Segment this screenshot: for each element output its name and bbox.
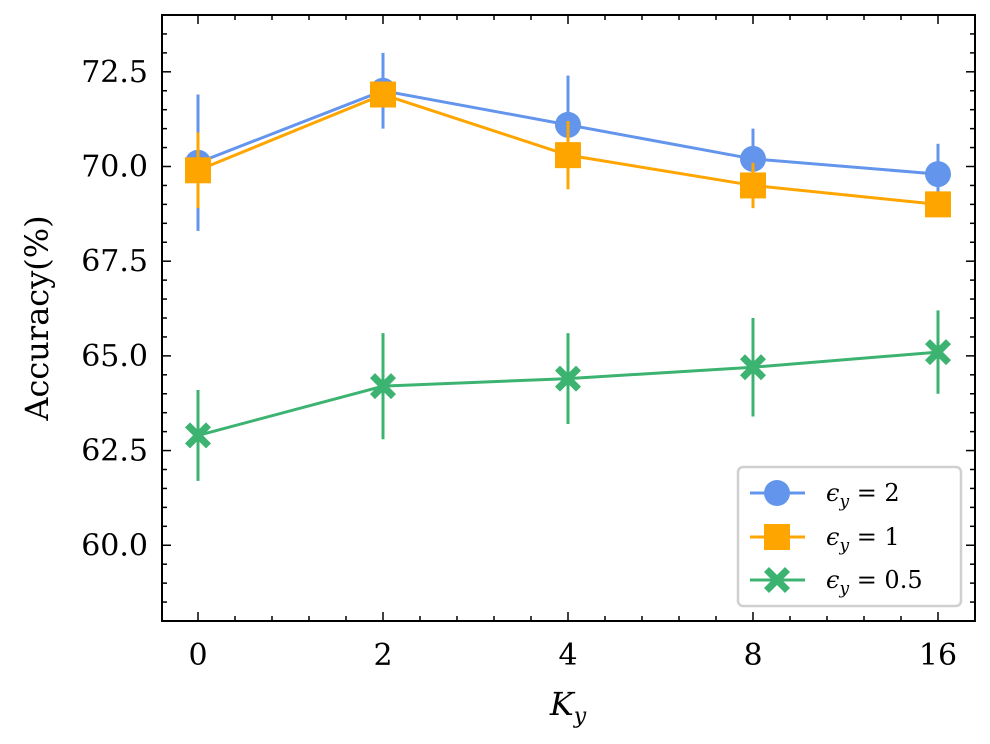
data-point: [185, 422, 211, 449]
y-tick-label: 60.0: [81, 528, 148, 563]
x-axis-title-sub: y: [573, 704, 587, 729]
legend-label-main: ϵ: [826, 479, 839, 507]
series-2: [185, 81, 951, 218]
data-point: [740, 172, 766, 199]
data-point: [925, 191, 951, 218]
x-tick-label: 4: [558, 638, 577, 673]
x-tick-label: 16: [919, 638, 957, 673]
legend-label: ϵy = 0.5: [826, 566, 923, 599]
x-axis-title-main: K: [549, 685, 576, 723]
legend-label-sub: y: [838, 579, 849, 599]
legend-items: ϵy = 2ϵy = 1ϵy = 0.5: [750, 479, 923, 599]
legend-item-3: ϵy = 0.5: [750, 566, 923, 599]
y-tick-label: 62.5: [81, 434, 148, 469]
series-group: [185, 52, 951, 481]
x-tick-label: 8: [743, 638, 762, 673]
legend-label-main: ϵ: [826, 566, 839, 594]
legend-label-sub: y: [838, 536, 849, 556]
legend-label-sub: y: [838, 492, 849, 512]
y-axis-title: Accuracy(%): [18, 215, 56, 421]
data-point: [370, 373, 396, 400]
data-point: [925, 339, 951, 366]
tick-labels-group: 60.0 62.5 65.0 67.5 70.0 72.5 0 2 4 8 16: [81, 55, 957, 673]
data-point: [555, 365, 581, 392]
ticks-group: [162, 15, 975, 621]
data-point: [555, 142, 581, 169]
y-tick-label: 67.5: [81, 244, 148, 279]
data-point: [740, 354, 766, 381]
data-point: [185, 157, 211, 184]
series-3: [185, 310, 951, 481]
legend-box: [736, 465, 963, 608]
legend-marker: [764, 524, 790, 550]
legend-item-2: ϵy = 1: [750, 523, 900, 556]
legend-label: ϵy = 2: [826, 479, 900, 512]
x-tick-label: 2: [373, 638, 392, 673]
x-tick-label: 0: [188, 638, 207, 673]
legend-label-value: = 0.5: [849, 566, 923, 594]
data-point: [740, 145, 766, 172]
legend-marker: [764, 480, 790, 506]
legend-label-value: = 1: [849, 523, 900, 551]
legend: ϵy = 2ϵy = 1ϵy = 0.5: [736, 465, 963, 608]
y-tick-label: 70.0: [81, 150, 148, 185]
data-point: [370, 81, 396, 108]
y-tick-label: 65.0: [81, 339, 148, 374]
legend-label-value: = 2: [849, 479, 900, 507]
legend-item-1: ϵy = 2: [750, 479, 900, 512]
legend-label-main: ϵ: [826, 523, 839, 551]
legend-marker: [764, 567, 790, 593]
y-tick-label: 72.5: [81, 55, 148, 90]
legend-label: ϵy = 1: [826, 523, 900, 556]
x-axis-title: Ky: [549, 685, 587, 729]
data-point: [925, 161, 951, 188]
